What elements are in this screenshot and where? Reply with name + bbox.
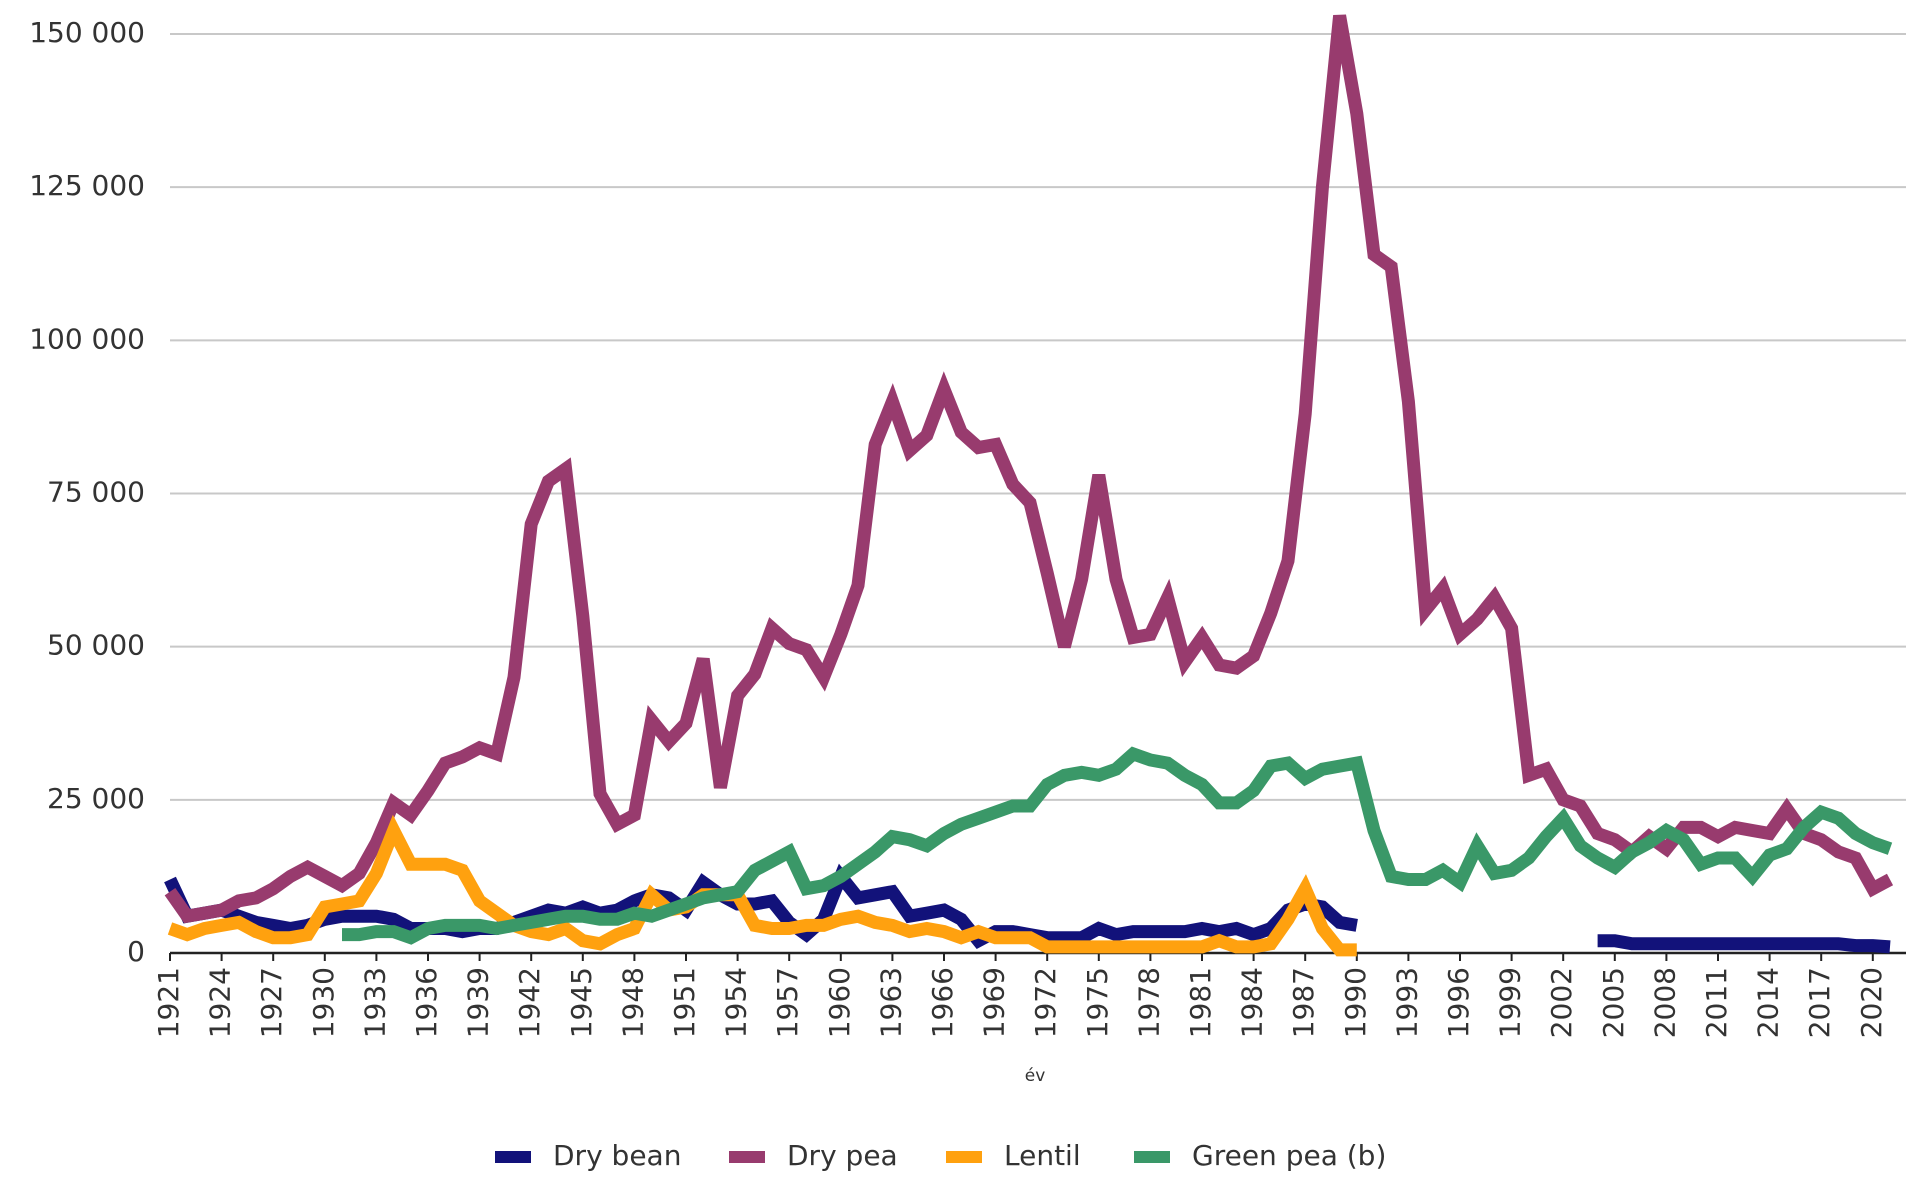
y-tick-label: 25 000 (47, 782, 145, 815)
x-tick-label: 2002 (1545, 967, 1578, 1038)
x-tick-label: 1978 (1132, 967, 1165, 1038)
x-tick-label: 1930 (307, 967, 340, 1038)
x-tick-label: 1996 (1442, 967, 1475, 1038)
y-tick-label: 50 000 (47, 629, 145, 662)
x-tick-label: 1948 (616, 967, 649, 1038)
x-tick-label: 2014 (1752, 967, 1785, 1038)
series-line (342, 746, 1893, 945)
x-tick-label: 1933 (358, 967, 391, 1038)
x-tick-label: 2005 (1597, 967, 1630, 1038)
series-line (164, 863, 1891, 954)
series-line (167, 814, 1357, 957)
x-tick-label: 1939 (462, 967, 495, 1038)
x-tick-label: 1990 (1339, 967, 1372, 1038)
legend-label: Lentil (1004, 1139, 1081, 1172)
x-tick-label: 1954 (720, 967, 753, 1038)
x-tick-label: 2020 (1855, 967, 1888, 1038)
x-tick-label: 1945 (565, 967, 598, 1038)
legend-label: Green pea (b) (1192, 1139, 1386, 1172)
x-tick-label: 2011 (1700, 967, 1733, 1038)
x-tick-label: 1984 (1236, 967, 1269, 1038)
x-tick-label: 1951 (668, 967, 701, 1038)
x-tick-label: 1936 (410, 967, 443, 1038)
x-tick-label: 1966 (926, 967, 959, 1038)
x-tick-label: 1942 (513, 967, 546, 1038)
x-tick-label: 1975 (1081, 967, 1114, 1038)
y-tick-label: 100 000 (29, 322, 145, 355)
series-line (164, 14, 1894, 924)
x-tick-label: 1972 (1029, 967, 1062, 1038)
x-tick-label: 1963 (874, 967, 907, 1038)
x-tick-label: 2017 (1803, 967, 1836, 1038)
x-tick-label: 1927 (255, 967, 288, 1038)
legend-label: Dry pea (787, 1139, 898, 1172)
x-tick-label: 1957 (771, 967, 804, 1038)
x-axis-label: év (1025, 1066, 1046, 1086)
x-tick-label: 1999 (1494, 967, 1527, 1038)
y-tick-label: 125 000 (29, 169, 145, 202)
legend-label: Dry bean (553, 1139, 681, 1172)
x-tick-label: 1993 (1390, 967, 1423, 1038)
x-tick-label: 1921 (152, 967, 185, 1038)
y-tick-label: 150 000 (29, 16, 145, 49)
x-tick-label: 1960 (823, 967, 856, 1038)
x-tick-label: 1924 (204, 967, 237, 1038)
y-tick-label: 75 000 (47, 476, 145, 509)
x-tick-label: 1969 (978, 967, 1011, 1038)
y-tick-label: 0 (127, 935, 145, 968)
x-tick-label: 2008 (1648, 967, 1681, 1038)
x-tick-label: 1981 (1184, 967, 1217, 1038)
x-tick-label: 1987 (1287, 967, 1320, 1038)
